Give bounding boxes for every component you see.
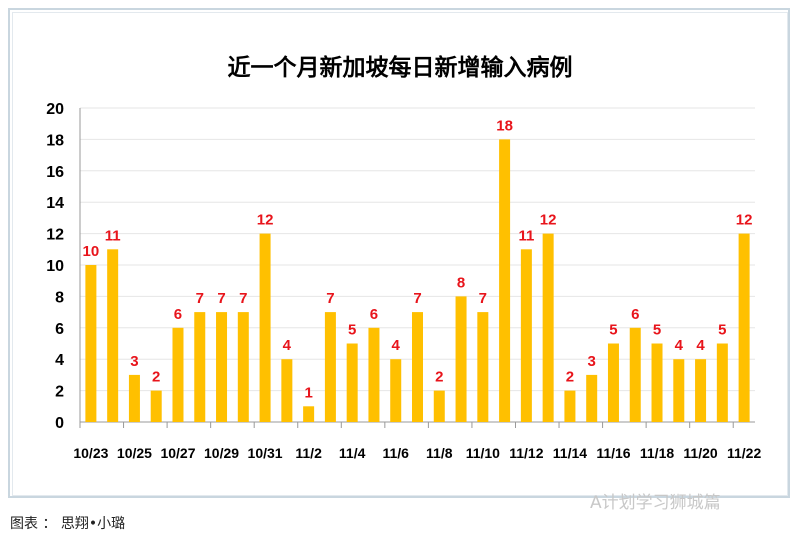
data-label: 2 — [566, 369, 574, 386]
data-label: 2 — [435, 369, 443, 386]
data-label: 8 — [457, 274, 465, 291]
data-label: 5 — [348, 322, 356, 339]
bar — [477, 312, 489, 422]
data-label: 12 — [540, 212, 557, 229]
bar — [194, 312, 206, 422]
x-tick-label: 11/14 — [553, 445, 587, 461]
y-tick-label: 2 — [55, 384, 64, 401]
x-tick-label: 11/6 — [382, 445, 409, 461]
x-tick-label: 11/18 — [640, 445, 674, 461]
data-label: 4 — [696, 337, 705, 354]
bar — [346, 343, 358, 422]
x-tick-label: 10/25 — [117, 445, 152, 461]
y-tick-label: 16 — [46, 164, 64, 181]
data-label: 18 — [496, 117, 513, 134]
data-label: 2 — [152, 369, 160, 386]
bar — [586, 374, 598, 422]
y-tick-label: 4 — [55, 352, 64, 369]
y-tick-label: 18 — [46, 132, 64, 149]
data-label: 7 — [239, 290, 247, 307]
bar — [629, 327, 641, 422]
bar — [542, 233, 554, 422]
y-tick-label: 12 — [46, 227, 64, 244]
bar — [259, 233, 271, 422]
x-tick-label: 11/4 — [339, 445, 366, 461]
figure-caption: 图表 ： 思翔•小璐 — [10, 516, 126, 532]
x-tick-label: 10/31 — [248, 445, 283, 461]
data-label: 3 — [588, 353, 596, 370]
bar — [172, 327, 184, 422]
bar — [281, 359, 293, 422]
bar — [455, 296, 467, 422]
bar — [607, 343, 619, 422]
data-label: 11 — [105, 227, 121, 244]
x-tick-label: 10/27 — [160, 445, 195, 461]
bar — [520, 249, 532, 422]
x-tick-label: 10/23 — [73, 445, 108, 461]
data-label: 5 — [653, 322, 661, 339]
x-tick-label: 11/20 — [683, 445, 717, 461]
data-label: 12 — [257, 212, 274, 229]
bar — [324, 312, 336, 422]
x-tick-label: 11/16 — [596, 445, 630, 461]
x-tick-label: 11/22 — [727, 445, 761, 461]
bar — [128, 374, 140, 422]
data-label: 4 — [675, 337, 684, 354]
bar — [150, 390, 162, 422]
data-label: 4 — [283, 337, 292, 354]
data-label: 5 — [718, 322, 726, 339]
bar — [412, 312, 423, 422]
bar — [390, 359, 402, 422]
bar — [499, 139, 511, 422]
bar — [716, 343, 728, 422]
x-tick-label: 11/2 — [295, 445, 322, 461]
data-label: 7 — [413, 290, 421, 307]
data-label: 12 — [736, 212, 753, 229]
data-label: 5 — [609, 322, 617, 339]
y-tick-label: 8 — [55, 289, 64, 306]
y-tick-label: 0 — [55, 415, 64, 432]
bar — [85, 265, 97, 422]
data-label: 10 — [83, 243, 100, 260]
bar — [695, 359, 707, 422]
y-tick-label: 6 — [55, 321, 64, 338]
x-tick-label: 11/10 — [466, 445, 500, 461]
data-label: 6 — [370, 306, 378, 323]
data-label: 7 — [196, 290, 204, 307]
data-label: 11 — [518, 227, 534, 244]
y-tick-label: 20 — [46, 101, 64, 118]
bar — [107, 249, 119, 422]
y-tick-label: 14 — [46, 195, 64, 212]
x-tick-label: 10/29 — [204, 445, 239, 461]
y-tick-label: 10 — [46, 258, 64, 275]
data-label: 7 — [326, 290, 334, 307]
chart-area — [12, 12, 788, 496]
data-label: 1 — [304, 384, 312, 401]
bar — [738, 233, 750, 422]
bar — [433, 390, 445, 422]
bar — [237, 312, 249, 422]
bar — [303, 406, 315, 422]
watermark: A计划学习狮城篇 — [590, 493, 721, 513]
data-label: 6 — [174, 306, 182, 323]
data-label: 3 — [130, 353, 138, 370]
bar — [651, 343, 663, 422]
bar — [564, 390, 576, 422]
data-label: 4 — [392, 337, 401, 354]
data-label: 6 — [631, 306, 639, 323]
bar — [216, 312, 228, 422]
bar — [368, 327, 380, 422]
data-label: 7 — [479, 290, 487, 307]
x-tick-label: 11/12 — [509, 445, 543, 461]
x-tick-label: 11/8 — [426, 445, 453, 461]
chart-title: 近一个月新加坡每日新增输入病例 — [227, 55, 573, 81]
data-label: 7 — [217, 290, 225, 307]
bar — [673, 359, 685, 422]
